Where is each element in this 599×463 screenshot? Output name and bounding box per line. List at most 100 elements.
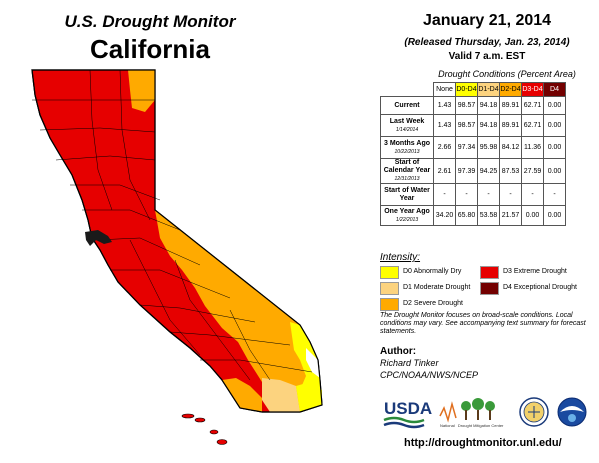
footnote: The Drought Monitor focuses on broad-sca… xyxy=(380,312,586,335)
legend-label: D0 Abnormally Dry xyxy=(403,268,462,275)
map-date: January 21, 2014 xyxy=(422,12,552,29)
table-cell: 1.43 xyxy=(433,114,456,137)
table-row: Current 1.43 98.57 94.18 89.91 62.71 0.00 xyxy=(380,96,566,115)
d0-southeast-region xyxy=(296,382,322,412)
legend-swatch xyxy=(380,266,399,279)
doc-seal-icon xyxy=(519,397,549,427)
ndmc-logo-line1: National xyxy=(440,423,455,428)
table-cell: 2.61 xyxy=(433,158,456,184)
legend-swatch xyxy=(480,282,499,295)
row-label-date: 1/22/2013 xyxy=(395,216,419,223)
legend-label: D1 Moderate Drought xyxy=(403,284,471,291)
table-cell: 94.25 xyxy=(477,158,500,184)
table-cell: - xyxy=(499,183,522,206)
table-caption: Drought Conditions (Percent Area) xyxy=(438,69,576,79)
legend-swatch xyxy=(480,266,499,279)
row-label: 3 Months Ago 10/22/2013 xyxy=(380,136,434,159)
san-francisco-bay xyxy=(85,230,112,246)
author-label: Author: xyxy=(380,346,417,357)
svg-text:USDA: USDA xyxy=(384,399,432,418)
table-cell: 0.00 xyxy=(543,205,566,226)
table-cell: 1.43 xyxy=(433,96,456,115)
table-cell: 89.91 xyxy=(499,96,522,115)
table-cell: 98.57 xyxy=(455,96,478,115)
legend-title: Intensity: xyxy=(380,252,421,263)
column-header: None xyxy=(433,82,456,97)
table-header-row: None D0-D4 D1-D4 D2-D4 D3-D4 D4 xyxy=(381,82,566,97)
table-row: Start of Calendar Year 12/31/2013 2.61 97.3… xyxy=(380,158,566,184)
table-cell: 87.53 xyxy=(499,158,522,184)
table-cell: 34.20 xyxy=(433,205,456,226)
valid-time: Valid 7 a.m. EST xyxy=(448,51,526,62)
row-label: Start of Calendar Year 12/31/2013 xyxy=(380,158,434,184)
author-org: CPC/NOAA/NWS/NCEP xyxy=(380,370,479,380)
usda-logo-text: USDA xyxy=(384,399,432,418)
table-cell: 84.12 xyxy=(499,136,522,159)
row-label-date: 12/31/2013 xyxy=(394,176,420,182)
partner-logos: USDA National Drought Mitigation Center xyxy=(383,397,587,429)
table-cell: 0.00 xyxy=(543,136,566,159)
table-cell: 94.18 xyxy=(477,96,500,115)
table-cell: 89.91 xyxy=(499,114,522,137)
table-cell: 62.71 xyxy=(521,96,544,115)
table-cell: - xyxy=(433,183,456,206)
d2-east-band xyxy=(155,210,322,412)
legend-label: D3 Extreme Drought xyxy=(503,268,567,275)
row-label: Current xyxy=(380,96,434,115)
california-drought-map xyxy=(31,69,323,445)
row-label-date: 10/22/2013 xyxy=(394,148,420,155)
table-cell: - xyxy=(521,183,544,206)
table-cell: 62.71 xyxy=(521,114,544,137)
usda-logo: USDA xyxy=(383,399,432,429)
table-row: Start of Water Year - - - - - - xyxy=(380,183,566,206)
svg-text:National Drought Mitigat: National Drought Mitigation Center xyxy=(440,423,504,428)
table-cell: 11.36 xyxy=(521,136,544,159)
table-cell: 0.00 xyxy=(543,114,566,137)
table-cell: 53.58 xyxy=(477,205,500,226)
release-date: (Released Thursday, Jan. 23, 2014) xyxy=(404,37,570,48)
state-name: California xyxy=(90,34,210,64)
row-label-date: 1/14/2014 xyxy=(395,126,419,133)
table-cell: 65.80 xyxy=(455,205,478,226)
column-header: D3-D4 xyxy=(521,82,544,97)
table-cell: - xyxy=(455,183,478,206)
table-cell: 0.00 xyxy=(521,205,544,226)
column-header: D4 xyxy=(543,82,566,97)
table-cell: 97.39 xyxy=(455,158,478,184)
d2-south-coast xyxy=(222,378,262,412)
table-cell: 2.66 xyxy=(433,136,456,159)
drought-conditions-table: None D0-D4 D1-D4 D2-D4 D3-D4 D4 Current 1… xyxy=(380,82,566,226)
table-corner xyxy=(381,83,434,97)
table-row: Last Week 1/14/2014 1.43 98.57 94.18 89.91 62.… xyxy=(380,114,566,137)
row-label-text: Current xyxy=(394,101,420,109)
column-header: D1-D4 xyxy=(477,82,500,97)
map-title: U.S. Drought Monitor xyxy=(64,12,236,31)
table-cell: 27.59 xyxy=(521,158,544,184)
website-url[interactable]: http://droughtmonitor.unl.edu/ xyxy=(404,437,562,449)
legend-label: D2 Severe Drought xyxy=(403,300,463,307)
row-label-text: Last Week xyxy=(389,117,425,125)
row-label-text: Start of Calendar Year xyxy=(383,159,431,174)
ndmc-logo-line2: Drought Mitigation Center xyxy=(458,423,504,428)
column-header: D2-D4 xyxy=(499,82,522,97)
table-cell: 98.57 xyxy=(455,114,478,137)
no-drought-patch xyxy=(306,348,320,378)
table-cell: 94.18 xyxy=(477,114,500,137)
table-cell: - xyxy=(477,183,500,206)
row-label-text: Start of Water Year xyxy=(384,186,430,202)
column-header: D0-D4 xyxy=(455,82,478,97)
noaa-logo-icon xyxy=(557,397,587,427)
table-cell: - xyxy=(543,183,566,206)
table-row: 3 Months Ago 10/22/2013 2.66 97.34 95.98 84.1… xyxy=(380,136,566,159)
california-outline xyxy=(31,69,323,413)
row-label: Last Week 1/14/2014 xyxy=(380,114,434,137)
author-name: Richard Tinker xyxy=(380,358,439,368)
row-label: Start of Water Year xyxy=(380,183,434,206)
table-cell: 21.57 xyxy=(499,205,522,226)
row-label: One Year Ago 1/22/2013 xyxy=(380,205,434,226)
row-label-text: One Year Ago xyxy=(384,207,430,215)
ndmc-logo: National Drought Mitigation Center xyxy=(439,398,504,428)
d2-northeast-strip xyxy=(128,70,155,112)
table-cell: 95.98 xyxy=(477,136,500,159)
row-label-text: 3 Months Ago xyxy=(383,139,430,147)
